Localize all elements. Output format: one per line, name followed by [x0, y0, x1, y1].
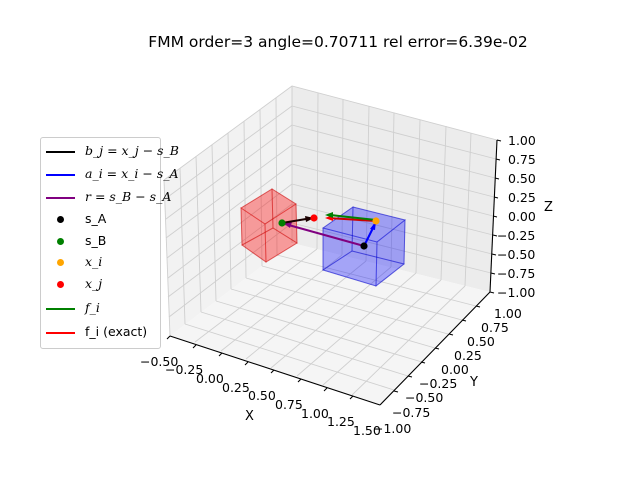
y-tick: −0.75	[392, 405, 431, 420]
z-tick: −0.25	[497, 228, 536, 243]
legend-label: r = s_B − s_A	[85, 189, 172, 204]
y-tick: 0.50	[467, 334, 495, 349]
x-tick: 1.25	[327, 414, 355, 429]
legend-label: a_i = x_i − s_A	[85, 166, 179, 181]
x-tick: 0.25	[222, 380, 250, 395]
x-tick: 0.00	[196, 371, 224, 386]
legend-item-b-vector: b_j = x_j − s_B	[41, 142, 179, 162]
legend-item-s-b: s_B	[41, 232, 161, 252]
chart-title: FMM order=3 angle=0.70711 rel error=6.39…	[148, 33, 528, 51]
legend-label: f_i	[85, 300, 100, 315]
y-tick: −0.50	[405, 390, 444, 405]
legend-label: s_B	[85, 233, 107, 248]
legend-label: b_j = x_j − s_B	[85, 143, 179, 158]
z-tick: 1.00	[508, 133, 536, 148]
line-swatch	[46, 332, 75, 334]
point-x-j	[310, 214, 318, 222]
x-tick: 0.50	[248, 388, 276, 403]
line-swatch	[46, 151, 75, 153]
x-tick: 0.75	[275, 397, 303, 412]
grid-lines	[163, 85, 498, 396]
legend-item-r-vector: r = s_B − s_A	[41, 188, 171, 208]
x-axis-line	[169, 335, 381, 406]
line-swatch	[46, 308, 75, 310]
marker-swatch	[57, 259, 64, 266]
y-axis-label: Y	[470, 375, 478, 390]
marker-swatch	[57, 216, 64, 223]
y-tick: 0.75	[481, 320, 509, 335]
marker-swatch	[57, 281, 64, 288]
z-tick: −0.75	[497, 266, 536, 281]
point-s-A	[360, 242, 368, 250]
z-axis-label: Z	[544, 200, 553, 215]
x-tick: 1.00	[301, 406, 329, 421]
legend-label: s_A	[85, 211, 107, 226]
x-axis-label: X	[245, 409, 254, 424]
z-tick: 0.25	[508, 190, 536, 205]
legend-item-s-a: s_A	[41, 210, 161, 230]
z-tick: 0.00	[508, 209, 536, 224]
y-tick: 0.00	[441, 362, 469, 377]
line-swatch	[46, 197, 75, 199]
y-tick: 0.25	[454, 348, 482, 363]
x-tick: −0.50	[140, 354, 179, 369]
f-arrowhead	[325, 212, 333, 218]
legend-label: x_i	[85, 254, 103, 269]
floor-pane	[170, 243, 490, 405]
legend-item-x-j: x_j	[41, 275, 161, 295]
point-x-i	[372, 217, 380, 225]
z-tick: −0.50	[497, 247, 536, 262]
legend-item-a-vector: a_i = x_i − s_A	[41, 165, 179, 185]
z-tick: −1.00	[497, 285, 536, 300]
x-tick: 1.50	[353, 423, 381, 438]
legend-item-x-i: x_i	[41, 253, 161, 273]
point-s-B	[278, 219, 286, 227]
f-exact-vector	[327, 217, 377, 222]
marker-swatch	[57, 238, 64, 245]
x-tick: −0.25	[165, 362, 204, 377]
legend-label: f_i (exact)	[85, 324, 148, 339]
z-tick: 0.50	[508, 171, 536, 186]
axis-lines	[166, 139, 502, 406]
line-swatch	[46, 174, 75, 176]
f-vector	[329, 214, 377, 221]
y-tick: −1.00	[373, 421, 412, 436]
y-tick: −0.25	[419, 376, 458, 391]
source-cell-box	[240, 188, 298, 263]
r-vector	[284, 223, 365, 247]
legend: b_j = x_j − s_B a_i = x_i − s_A r = s_B …	[40, 137, 179, 349]
vectors	[281, 212, 377, 247]
y-tick: 1.00	[494, 306, 522, 321]
legend-label: x_j	[85, 276, 103, 291]
legend-item-f-exact: f_i (exact)	[41, 323, 161, 343]
legend-item-f: f_i	[41, 299, 161, 319]
z-tick: 0.75	[508, 152, 536, 167]
